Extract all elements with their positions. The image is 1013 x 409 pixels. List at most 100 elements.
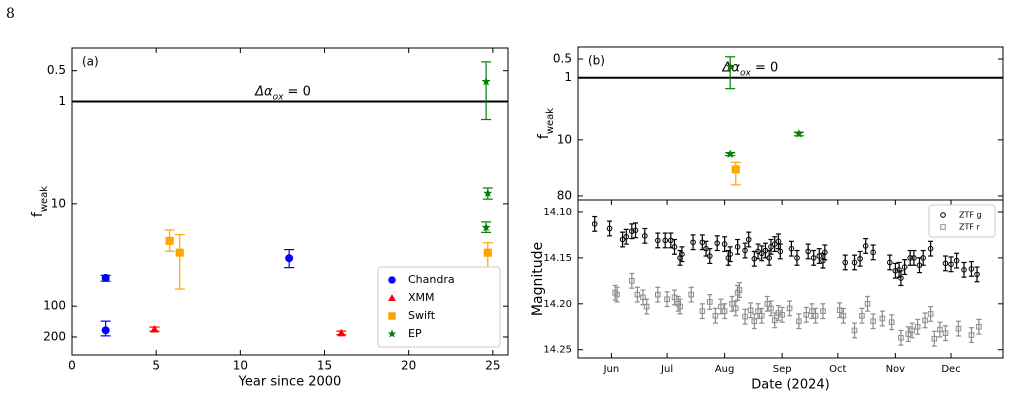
x-axis-label: Date (2024)	[751, 378, 829, 393]
marker	[690, 239, 696, 246]
x-tick-label: Sep	[773, 364, 792, 375]
marker	[721, 241, 728, 247]
y-tick-label: 14.10	[543, 207, 572, 218]
marker	[768, 305, 774, 312]
marker	[688, 291, 695, 298]
marker	[862, 243, 869, 249]
marker	[820, 308, 826, 314]
legend-label: ZTF r	[959, 223, 981, 232]
annotation: Δαox = 0	[722, 60, 779, 78]
x-tick-label: 10	[233, 359, 248, 373]
marker	[914, 323, 921, 330]
legend-label: EP	[408, 327, 422, 340]
marker	[758, 250, 765, 257]
marker	[640, 294, 646, 301]
legend-label: XMM	[408, 291, 435, 304]
marker	[911, 255, 917, 261]
marker	[937, 326, 943, 333]
marker	[591, 221, 598, 227]
marker	[725, 61, 735, 71]
marker	[729, 301, 735, 307]
page-number: 8	[6, 6, 15, 22]
marker	[734, 244, 741, 250]
marker	[886, 259, 893, 266]
marker	[766, 255, 772, 261]
marker	[747, 307, 754, 314]
marker	[955, 325, 962, 332]
marker	[907, 255, 914, 261]
y-tick-label: 10	[557, 132, 572, 146]
x-tick-label: 0	[68, 359, 76, 373]
marker	[712, 312, 719, 319]
x-tick-label: Jul	[660, 364, 673, 375]
marker	[968, 332, 975, 338]
marker	[101, 273, 110, 283]
marker	[727, 251, 733, 257]
marker	[718, 303, 724, 310]
legend-marker	[388, 312, 396, 320]
marker	[905, 331, 912, 337]
x-tick-label: Dec	[941, 364, 960, 375]
marker	[725, 149, 735, 159]
axes-frame	[577, 199, 1004, 359]
marker	[642, 233, 648, 239]
marker	[634, 291, 641, 298]
legend-marker	[940, 224, 946, 230]
annotation-sub: ox	[740, 68, 752, 78]
y-tick-label: 0.5	[47, 63, 66, 77]
marker	[706, 299, 713, 305]
x-axis-label: Year since 2000	[238, 375, 342, 390]
marker	[771, 241, 778, 247]
marker	[175, 248, 184, 257]
y-axis-label-sub: weak	[39, 186, 50, 212]
legend-box	[377, 266, 501, 348]
marker	[810, 255, 817, 261]
marker	[820, 257, 826, 264]
marker	[976, 323, 982, 330]
marker	[974, 271, 980, 278]
annotation-sub: ox	[273, 92, 285, 102]
x-tick-label: Nov	[886, 364, 906, 375]
marker	[721, 308, 728, 314]
y-axis-label-main: Magnitude	[530, 242, 546, 316]
marker	[809, 308, 815, 314]
y-tick-label: 14.25	[543, 345, 572, 356]
marker	[953, 257, 960, 264]
marker	[742, 313, 748, 320]
marker	[699, 308, 706, 314]
marker	[898, 275, 904, 281]
x-tick-label: Aug	[715, 364, 735, 375]
marker	[909, 327, 915, 334]
marker	[892, 267, 899, 274]
marker	[751, 318, 758, 325]
y-tick-label: 200	[43, 329, 66, 343]
marker	[768, 244, 774, 250]
marker	[731, 165, 740, 174]
marker	[285, 254, 294, 263]
marker	[699, 239, 706, 246]
marker	[655, 291, 661, 298]
marker	[857, 255, 863, 262]
marker	[779, 312, 785, 318]
axes-frame	[71, 47, 509, 356]
legend-marker	[940, 212, 946, 218]
marker	[623, 233, 630, 240]
marker	[655, 237, 661, 244]
marker	[150, 324, 159, 333]
marker	[758, 312, 765, 319]
marker	[898, 334, 904, 341]
marker	[706, 253, 713, 259]
marker	[822, 249, 828, 256]
marker	[786, 305, 793, 312]
marker	[732, 305, 739, 312]
legend-label: Swift	[408, 309, 436, 322]
marker	[859, 312, 865, 319]
y-axis-label-main: f	[30, 211, 46, 217]
annotation: Δαox = 0	[254, 84, 311, 102]
marker	[606, 225, 613, 232]
panel-label: (a)	[82, 55, 99, 69]
annotation-main: Δα	[254, 84, 273, 99]
marker	[736, 287, 743, 293]
marker	[101, 326, 110, 335]
marker	[483, 188, 493, 198]
